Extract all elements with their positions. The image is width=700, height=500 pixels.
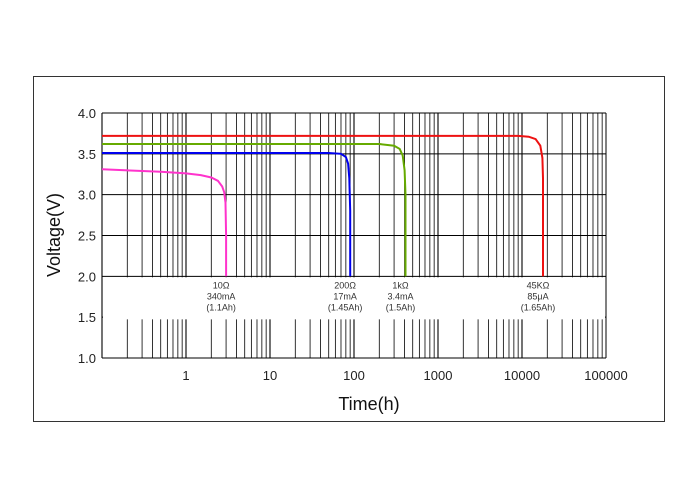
chart-frame [33, 76, 665, 422]
x-tick-label: 100 [343, 368, 365, 383]
annotation-label: (1.5Ah) [386, 302, 416, 312]
annotation-label: 3.4mA [387, 291, 413, 301]
annotations: 10Ω340mA(1.1Ah)200Ω17mA(1.45Ah)1kΩ3.4mA(… [103, 277, 605, 320]
annotation-label: 45KΩ [527, 280, 550, 290]
series-layer [101, 134, 544, 277]
x-tick-label: 1 [182, 368, 189, 383]
annotation-label: 340mA [207, 291, 236, 301]
annotation-label: 1kΩ [392, 280, 409, 290]
annotation-label: (1.1Ah) [206, 302, 236, 312]
y-axis-label: Voltage(V) [44, 193, 64, 277]
y-tick-label: 1.0 [78, 351, 96, 366]
series-line-10ohm [101, 168, 228, 277]
grid [101, 112, 607, 359]
y-tick-label: 2.5 [78, 229, 96, 244]
x-axis-label: Time(h) [338, 394, 399, 414]
tick-labels: 1.0 1.5 2.0 2.5 3.0 3.5 4.0 1 10 100 1000 10000 1000… [78, 106, 628, 383]
annotation-band [103, 277, 605, 320]
annotation-label: (1.45Ah) [328, 302, 363, 312]
annotation-label: 10Ω [213, 280, 230, 290]
annotation-label: 200Ω [334, 280, 356, 290]
series-line-200ohm [102, 152, 352, 277]
x-tick-label: 1000 [424, 368, 453, 383]
y-tick-label: 4.0 [78, 106, 96, 121]
y-tick-label: 1.5 [78, 310, 96, 325]
annotation-label: (1.65Ah) [521, 302, 556, 312]
x-tick-label: 100000 [584, 368, 627, 383]
series-line-45kohm [102, 134, 544, 277]
y-tick-label: 3.5 [78, 147, 96, 162]
annotation-label: 17mA [333, 291, 357, 301]
annotation-label: 85μA [527, 291, 548, 301]
x-tick-label: 10 [263, 368, 277, 383]
y-tick-label: 3.0 [78, 188, 96, 203]
series-line-1kohm [102, 143, 407, 277]
x-tick-label: 10000 [504, 368, 540, 383]
y-tick-label: 2.0 [78, 269, 96, 284]
